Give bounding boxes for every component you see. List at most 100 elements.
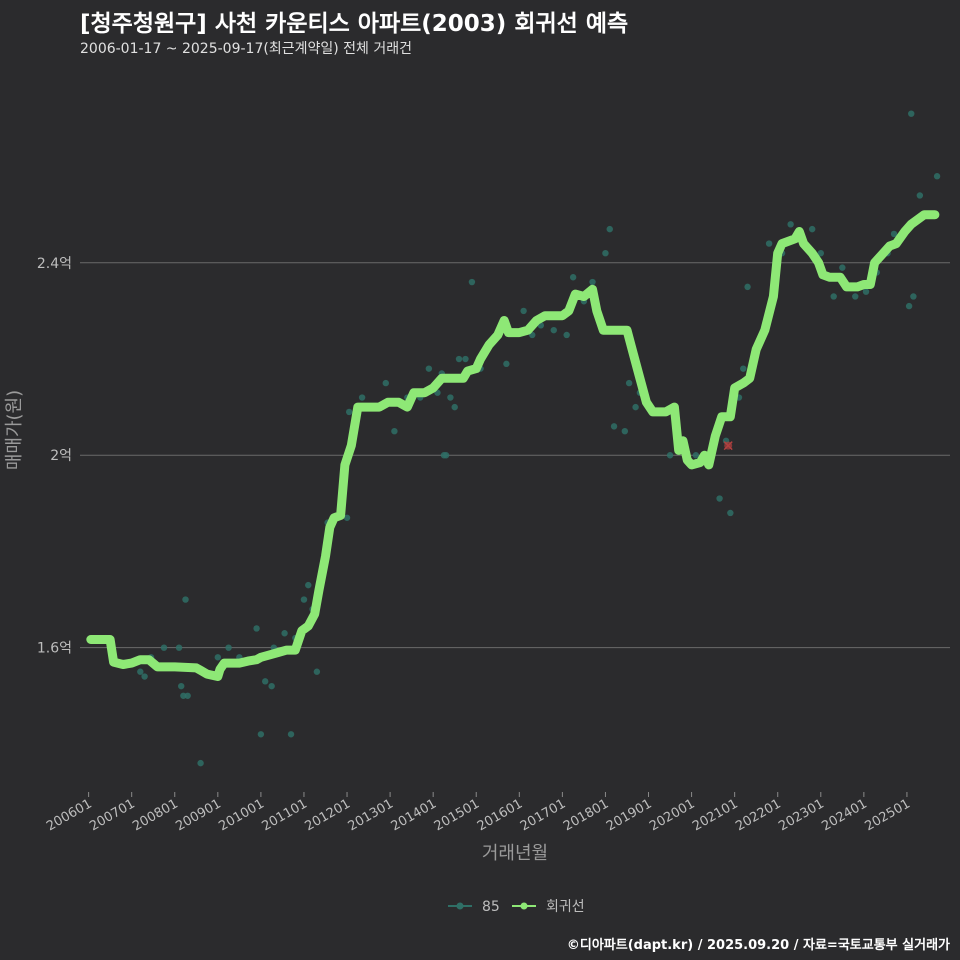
- y-tick-label: 2억: [50, 448, 72, 464]
- scatter-point: [197, 759, 204, 767]
- scatter-point: [447, 394, 454, 401]
- scatter-point: [468, 278, 476, 286]
- x-tick-label: 200601: [44, 796, 94, 834]
- scatter-point: [621, 427, 629, 435]
- x-tick-label: 201601: [475, 796, 525, 834]
- scatter-point: [141, 673, 148, 680]
- regression-series: [86, 210, 940, 681]
- scatter-point: [382, 379, 389, 387]
- scatter-point: [765, 240, 773, 247]
- x-tick-label: 202101: [690, 796, 740, 834]
- scatter-point: [160, 644, 168, 651]
- scatter-point: [933, 173, 941, 180]
- scatter-point: [503, 360, 510, 368]
- scatter-point: [916, 192, 924, 199]
- scatter-point: [214, 654, 222, 661]
- scatter-point: [606, 225, 613, 233]
- scatter-point: [257, 731, 265, 738]
- scatter-point: [890, 230, 898, 238]
- scatter-point: [451, 403, 458, 411]
- scatter-point: [563, 331, 570, 339]
- x-tick-label: 201701: [518, 796, 568, 834]
- scatter-point: [569, 274, 577, 281]
- scatter-point: [727, 509, 734, 517]
- x-tick-label: 202201: [733, 796, 783, 834]
- x-axis-ticks: 2006012007012008012009012010012011012012…: [44, 792, 913, 834]
- scatter-point: [175, 644, 183, 651]
- scatter-point: [184, 692, 191, 699]
- x-tick-label: 201501: [432, 796, 482, 834]
- y-tick-label: 2.4억: [37, 256, 72, 272]
- scatter-series-85: [102, 110, 941, 767]
- scatter-point: [442, 452, 450, 459]
- scatter-point: [839, 264, 846, 271]
- scatter-point: [268, 682, 275, 690]
- x-tick-label: 201401: [389, 796, 439, 834]
- y-axis-title: 매매가(원): [4, 390, 25, 470]
- legend-label-regression: 회귀선: [546, 899, 585, 915]
- legend-item-85[interactable]: 85: [448, 899, 500, 915]
- scatter-point: [391, 427, 398, 435]
- legend-item-regression[interactable]: 회귀선: [512, 899, 585, 915]
- scatter-point: [666, 452, 674, 459]
- x-tick-label: 201801: [561, 796, 611, 834]
- scatter-point: [550, 326, 557, 334]
- scatter-point: [462, 355, 469, 363]
- x-tick-label: 201301: [346, 796, 396, 834]
- x-tick-label: 201901: [604, 796, 654, 834]
- scatter-point: [455, 355, 463, 363]
- scatter-point: [610, 423, 618, 430]
- scatter-point: [313, 668, 321, 675]
- scatter-point: [305, 581, 312, 589]
- scatter-point: [632, 403, 639, 411]
- y-axis-ticks: 1.6억 2억 2.4억: [37, 256, 72, 657]
- x-tick-label: 200801: [130, 796, 180, 834]
- scatter-point: [852, 293, 859, 300]
- scatter-point: [716, 495, 723, 502]
- x-tick-label: 202501: [862, 796, 912, 834]
- scatter-point: [281, 630, 288, 637]
- x-tick-label: 201201: [303, 796, 353, 834]
- scatter-point: [345, 408, 353, 416]
- scatter-point: [358, 394, 366, 401]
- legend: 85 회귀선: [448, 899, 585, 915]
- scatter-point: [787, 221, 794, 228]
- x-tick-label: 201101: [259, 796, 309, 834]
- x-axis-title: 거래년월: [482, 843, 548, 864]
- scatter-point: [137, 668, 144, 675]
- scatter-point: [905, 302, 913, 310]
- chart-subtitle: 2006-01-17 ~ 2025-09-17(최근계약일) 전체 거래건: [80, 41, 412, 57]
- scatter-point: [862, 288, 870, 295]
- x-tick-label: 201001: [216, 796, 266, 834]
- scatter-point: [910, 293, 917, 300]
- x-tick-label: 202301: [776, 796, 826, 834]
- scatter-point: [830, 293, 837, 300]
- scatter-point: [253, 625, 260, 632]
- legend-label-85: 85: [482, 899, 500, 915]
- scatter-point: [602, 249, 609, 257]
- scatter-point: [225, 644, 232, 651]
- scatter-point: [744, 283, 751, 291]
- scatter-point: [808, 225, 816, 233]
- x-tick-label: 202001: [647, 796, 697, 834]
- chart-title: [청주청원구] 사천 카운티스 아파트(2003) 회귀선 예측: [80, 11, 629, 37]
- scatter-point: [300, 596, 308, 603]
- scatter-point: [692, 452, 700, 459]
- outlier-series: [723, 441, 733, 451]
- gridlines: [80, 262, 950, 649]
- x-tick-label: 200901: [173, 796, 223, 834]
- x-tick-label: 200701: [87, 796, 137, 834]
- scatter-point: [817, 249, 824, 257]
- y-tick-label: 1.6억: [37, 641, 72, 657]
- outlier-mark: [723, 441, 733, 451]
- scatter-point: [287, 731, 295, 738]
- scatter-point: [425, 365, 433, 372]
- scatter-point: [261, 678, 269, 685]
- x-tick-label: 202401: [819, 796, 869, 834]
- scatter-point: [178, 682, 185, 690]
- scatter-point: [520, 307, 527, 315]
- scatter-point: [343, 514, 351, 521]
- scatter-point: [182, 596, 189, 603]
- scatter-point: [908, 110, 915, 117]
